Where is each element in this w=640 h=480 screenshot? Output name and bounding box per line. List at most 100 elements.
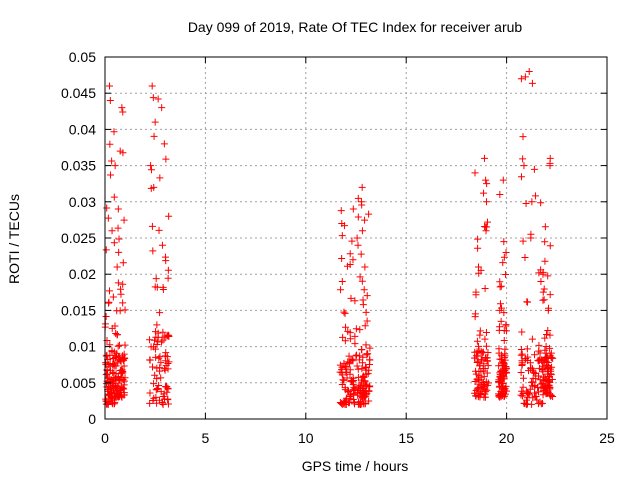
roti-point	[517, 345, 525, 353]
roti-point	[156, 353, 164, 361]
roti-point	[502, 368, 510, 376]
roti-point	[480, 393, 488, 401]
roti-point	[474, 384, 482, 392]
roti-point	[353, 234, 361, 242]
roti-point	[158, 398, 166, 406]
x-tick-label: 10	[298, 430, 314, 446]
roti-point	[149, 397, 157, 405]
roti-point	[340, 308, 348, 316]
roti-point	[149, 247, 157, 255]
roti-point	[338, 232, 346, 240]
roti-point	[531, 382, 539, 390]
roti-point	[547, 391, 555, 399]
roti-point	[361, 263, 369, 271]
roti-point	[366, 382, 374, 390]
data-points	[101, 67, 557, 409]
roti-point	[102, 360, 110, 368]
roti-point	[146, 399, 154, 407]
roti-point	[346, 370, 354, 378]
roti-point	[338, 369, 346, 377]
roti-point	[357, 250, 365, 258]
roti-point	[530, 389, 538, 397]
roti-point	[157, 359, 165, 367]
roti-point	[481, 285, 489, 293]
roti-point	[361, 322, 369, 330]
roti-point	[539, 288, 547, 296]
roti-point	[484, 381, 492, 389]
roti-point	[102, 313, 110, 321]
roti-point	[106, 140, 114, 148]
roti-point	[356, 383, 364, 391]
roti-point	[109, 369, 117, 377]
roti-point	[119, 280, 127, 288]
y-tick-label: 0.04	[69, 121, 96, 137]
roti-point	[517, 391, 525, 399]
roti-point	[119, 259, 127, 267]
roti-point	[163, 353, 171, 361]
roti-point	[482, 388, 490, 396]
roti-point	[349, 205, 357, 213]
roti-point	[347, 356, 355, 364]
roti-point	[354, 241, 362, 249]
roti-point	[112, 362, 120, 370]
roti-point	[497, 368, 505, 376]
roti-point	[546, 291, 554, 299]
roti-point	[541, 223, 549, 231]
roti-point	[495, 391, 503, 399]
roti-point	[542, 362, 550, 370]
roti-point	[496, 278, 504, 286]
roti-point	[117, 290, 125, 298]
roti-point	[108, 347, 116, 355]
roti-point	[502, 271, 510, 279]
roti-point	[362, 308, 370, 316]
roti-point	[104, 214, 112, 222]
roti-point	[495, 378, 503, 386]
roti-point	[102, 395, 110, 403]
roti-point	[159, 336, 167, 344]
roti-point	[164, 266, 172, 274]
roti-point	[151, 336, 159, 344]
y-axis-label: ROTI / TECUs	[6, 194, 22, 284]
roti-point	[497, 282, 505, 290]
roti-point	[535, 372, 543, 380]
roti-point	[519, 374, 527, 382]
roti-point	[471, 169, 479, 177]
roti-point	[109, 293, 117, 301]
roti-point	[150, 132, 158, 140]
roti-point	[528, 365, 536, 373]
roti-point	[148, 363, 156, 371]
roti-point	[113, 263, 121, 271]
roti-point	[348, 378, 356, 386]
roti-point	[147, 343, 155, 351]
roti-point	[164, 396, 172, 404]
roti-point	[363, 317, 371, 325]
roti-point	[153, 283, 161, 291]
roti-point	[152, 328, 160, 336]
roti-point	[361, 378, 369, 386]
roti-point	[164, 400, 172, 408]
roti-point	[480, 154, 488, 162]
roti-point	[522, 200, 530, 208]
roti-point	[353, 362, 361, 370]
roti-point	[103, 204, 111, 212]
roti-point	[535, 356, 543, 364]
roti-point	[360, 400, 368, 408]
roti-point	[164, 384, 172, 392]
roti-point	[496, 373, 504, 381]
roti-point	[500, 337, 508, 345]
roti-point	[475, 342, 483, 350]
roti-point	[156, 174, 164, 182]
roti-point	[336, 398, 344, 406]
roti-point	[536, 355, 544, 363]
roti-point	[520, 162, 528, 170]
roti-point	[348, 237, 356, 245]
roti-point	[523, 394, 531, 402]
roti-point	[484, 362, 492, 370]
roti-point	[518, 328, 526, 336]
roti-point	[115, 248, 123, 256]
roti-point	[156, 364, 164, 372]
roti-point	[539, 296, 547, 304]
roti-point	[341, 362, 349, 370]
roti-point	[518, 387, 526, 395]
